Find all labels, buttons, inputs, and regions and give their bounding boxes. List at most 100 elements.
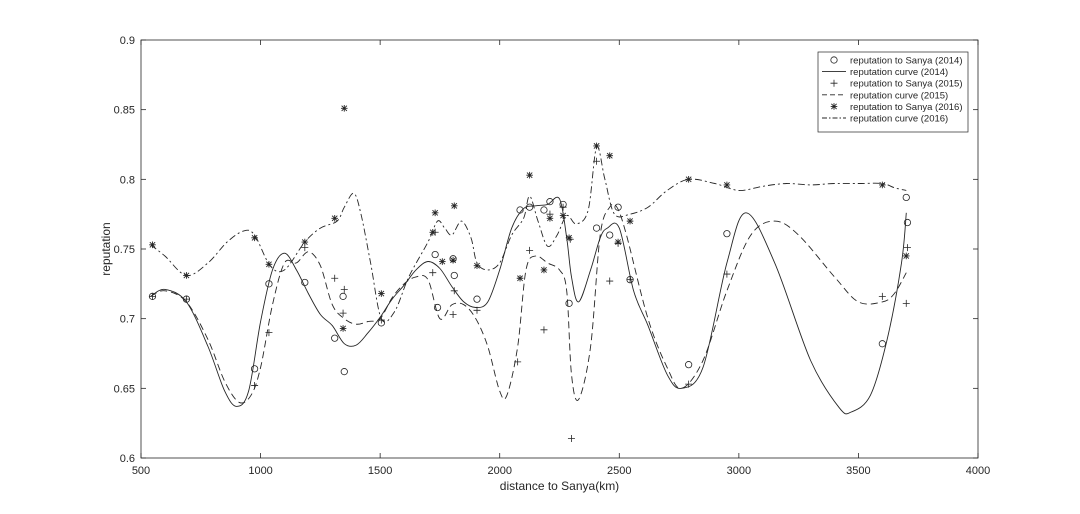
legend: reputation to Sanya (2014)reputation cur… bbox=[817, 51, 969, 133]
data-point bbox=[516, 274, 524, 282]
legend-box bbox=[817, 51, 969, 133]
series-2 bbox=[148, 157, 911, 442]
series-0 bbox=[148, 193, 912, 376]
data-point bbox=[473, 295, 481, 303]
data-point bbox=[685, 361, 693, 369]
x-tick-label: 1500 bbox=[368, 465, 392, 477]
x-tick-label: 1000 bbox=[248, 465, 272, 477]
data-point bbox=[526, 203, 534, 211]
data-point bbox=[606, 277, 614, 285]
data-point bbox=[148, 292, 156, 300]
data-point bbox=[685, 176, 692, 183]
y-tick-label: 0.6 bbox=[120, 453, 135, 465]
data-point bbox=[626, 276, 634, 284]
data-point bbox=[723, 230, 731, 238]
y-tick-label: 0.8 bbox=[120, 174, 135, 186]
data-point bbox=[878, 340, 886, 348]
data-point bbox=[450, 287, 458, 295]
data-point bbox=[546, 215, 554, 222]
data-point bbox=[546, 198, 554, 206]
data-point bbox=[567, 434, 575, 442]
data-point bbox=[723, 181, 731, 189]
data-point bbox=[431, 209, 439, 217]
y-tick-label: 0.9 bbox=[120, 35, 135, 47]
series-3 bbox=[150, 203, 907, 404]
data-point bbox=[339, 292, 347, 300]
legend-entry: reputation to Sanya (2016) bbox=[830, 102, 963, 113]
data-point bbox=[450, 271, 458, 280]
data-point bbox=[878, 292, 886, 300]
data-point bbox=[723, 270, 731, 278]
axes-layer: 500 1000 1500 2000 2500 3000 3500 4000 0.6 0.65 0.… bbox=[114, 35, 991, 477]
data-point bbox=[902, 299, 910, 307]
data-point bbox=[902, 193, 910, 202]
data-point bbox=[331, 274, 339, 282]
data-point bbox=[614, 238, 622, 246]
legend-label: reputation to Sanya (2014) bbox=[850, 56, 963, 67]
x-tick-label: 3500 bbox=[846, 465, 870, 477]
data-point bbox=[540, 326, 548, 334]
y-tick-label: 0.65 bbox=[114, 383, 135, 395]
data-point bbox=[473, 306, 481, 314]
data-point bbox=[593, 142, 600, 150]
x-tick-label: 2000 bbox=[487, 465, 511, 477]
legend-label: reputation curve (2016) bbox=[850, 114, 948, 125]
legend-label: reputation to Sanya (2015) bbox=[850, 79, 963, 90]
data-point bbox=[540, 266, 548, 274]
data-point bbox=[565, 234, 573, 242]
series-5 bbox=[150, 146, 907, 323]
x-tick-label: 3000 bbox=[727, 465, 751, 477]
series-line bbox=[150, 146, 907, 323]
data-point bbox=[431, 250, 439, 259]
data-point bbox=[339, 325, 347, 332]
data-point bbox=[433, 303, 442, 312]
data-point bbox=[449, 310, 457, 318]
data-point bbox=[378, 290, 385, 297]
data-point bbox=[331, 215, 339, 222]
data-point bbox=[265, 329, 273, 337]
data-point bbox=[339, 309, 347, 317]
data-point bbox=[903, 244, 911, 252]
data-point bbox=[250, 365, 259, 373]
data-point bbox=[902, 252, 910, 260]
data-point bbox=[903, 218, 912, 227]
legend-label: reputation curve (2015) bbox=[850, 90, 948, 101]
x-tick-label: 4000 bbox=[966, 465, 990, 477]
x-tick-label: 2500 bbox=[607, 465, 631, 477]
data-point bbox=[559, 203, 567, 211]
y-axis-label: reputation bbox=[99, 222, 113, 275]
data-point bbox=[331, 334, 339, 342]
series-line bbox=[150, 203, 907, 404]
data-point bbox=[592, 224, 601, 232]
legend-label: reputation to Sanya (2016) bbox=[850, 102, 963, 113]
data-point bbox=[540, 206, 548, 214]
data-point bbox=[559, 212, 567, 219]
data-point bbox=[265, 280, 273, 288]
series-4 bbox=[149, 104, 910, 332]
data-point bbox=[340, 368, 348, 376]
series-1 bbox=[150, 196, 907, 415]
data-point bbox=[439, 258, 446, 265]
data-point bbox=[450, 202, 458, 210]
legend-marker-sample bbox=[830, 103, 838, 110]
legend-entry: reputation curve (2014) bbox=[822, 67, 948, 78]
data-point bbox=[626, 217, 634, 225]
data-point bbox=[251, 234, 258, 242]
data-point bbox=[606, 231, 614, 239]
legend-entry: reputation curve (2015) bbox=[822, 90, 948, 101]
x-tick-label: 500 bbox=[132, 465, 150, 477]
data-point bbox=[614, 203, 622, 211]
data-point bbox=[149, 241, 156, 249]
y-tick-label: 0.7 bbox=[120, 314, 135, 326]
x-axis-label: distance to Sanya(km) bbox=[500, 479, 619, 493]
data-point bbox=[340, 104, 348, 112]
y-tick-label: 0.75 bbox=[114, 244, 135, 256]
data-point bbox=[429, 228, 437, 236]
series-layer bbox=[148, 104, 912, 442]
data-point bbox=[879, 181, 886, 189]
data-point bbox=[449, 256, 457, 264]
legend-entry: reputation curve (2016) bbox=[822, 114, 948, 125]
legend-marker-sample bbox=[830, 79, 838, 87]
data-point bbox=[685, 380, 693, 388]
